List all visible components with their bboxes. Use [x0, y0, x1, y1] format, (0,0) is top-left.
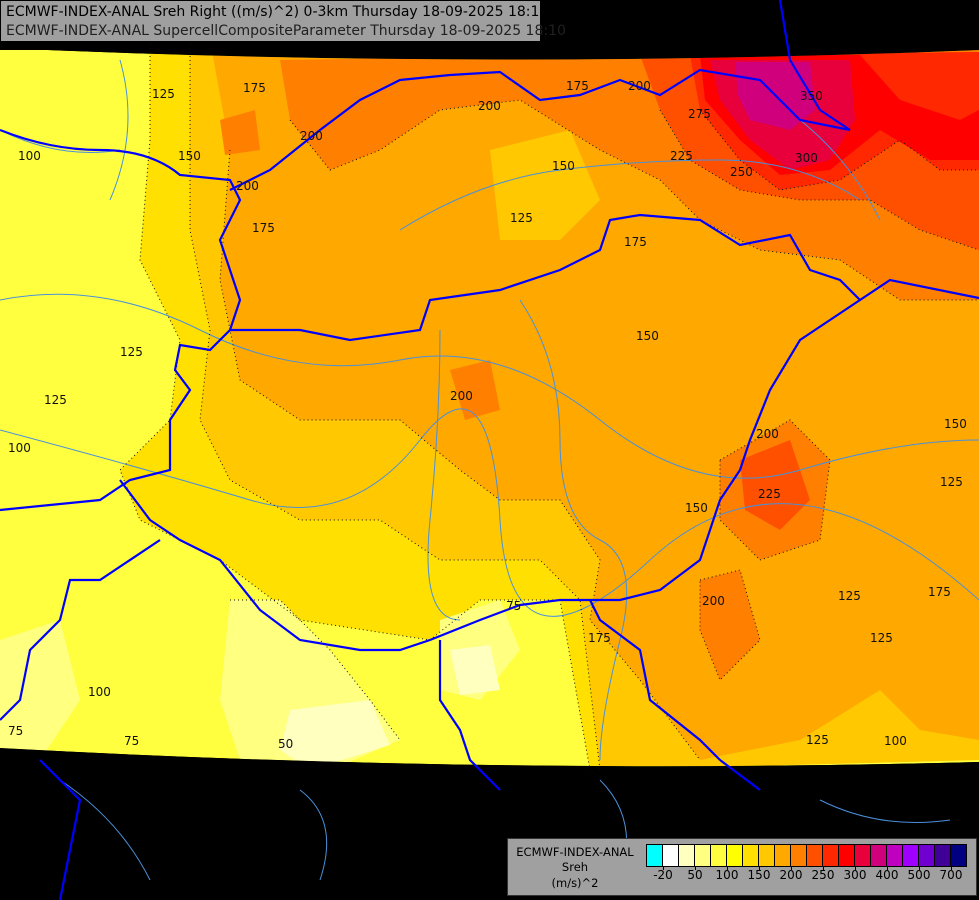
contour-label: 200: [236, 179, 259, 193]
contour-label: 200: [702, 594, 725, 608]
contour-label: 200: [300, 129, 323, 143]
legend-swatch: [727, 845, 743, 866]
legend-tick-mark: [855, 866, 856, 870]
contour-label: 125: [120, 345, 143, 359]
legend-tick-mark: [663, 866, 664, 870]
legend-model: ECMWF-INDEX-ANAL: [516, 845, 634, 859]
contour-label: 125: [870, 631, 893, 645]
contour-label: 225: [670, 149, 693, 163]
contour-label: 250: [730, 165, 753, 179]
contour-fill-225: [640, 52, 979, 530]
legend-swatch: [919, 845, 935, 866]
contour-label: 275: [688, 107, 711, 121]
contour-fill-50: [280, 645, 500, 767]
contour-label: 300: [795, 151, 818, 165]
contour-label: 175: [928, 585, 951, 599]
legend-swatch: [903, 845, 919, 866]
contour-label: 175: [566, 79, 589, 93]
contour-label: 175: [624, 235, 647, 249]
legend-tick-label: 700: [939, 868, 963, 882]
legend-swatch: [695, 845, 711, 866]
legend-swatch: [935, 845, 951, 866]
contour-value-labels: 125 175 200 150 100 200 175 175 200 200 …: [8, 79, 967, 751]
legend-tick-mark: [695, 866, 696, 870]
contour-label: 100: [18, 149, 41, 163]
contour-fill-75: [0, 600, 520, 767]
title-line-1: ECMWF-INDEX-ANAL Sreh Right ((m/s)^2) 0-…: [6, 4, 549, 20]
legend-tick-mark: [887, 866, 888, 870]
legend-tick-label: 300: [843, 868, 867, 882]
contour-label: 200: [450, 389, 473, 403]
legend-swatch: [823, 845, 839, 866]
legend-tick-label: 150: [747, 868, 771, 882]
legend-swatch: [647, 845, 663, 866]
contour-label: 150: [685, 501, 708, 515]
legend-tick-mark: [823, 866, 824, 870]
legend-swatch: [887, 845, 903, 866]
legend-tick-mark: [759, 866, 760, 870]
contour-label: 50: [278, 737, 293, 751]
contour-label: 125: [152, 87, 175, 101]
legend-tick-mark: [791, 866, 792, 870]
contour-label: 75: [8, 724, 23, 738]
legend-swatch: [807, 845, 823, 866]
legend-swatch: [871, 845, 887, 866]
legend-tick-label: 100: [715, 868, 739, 882]
legend-tick-mark: [951, 866, 952, 870]
contour-label: 75: [124, 734, 139, 748]
legend-swatch: [951, 845, 966, 866]
legend-swatch: [839, 845, 855, 866]
contour-label: 200: [628, 79, 651, 93]
contour-lines: [119, 40, 979, 771]
contour-label: 100: [88, 685, 111, 699]
contour-label: 225: [758, 487, 781, 501]
contour-label: 175: [243, 81, 266, 95]
map-title-box: ECMWF-INDEX-ANAL Sreh Right ((m/s)^2) 0-…: [0, 0, 566, 42]
legend-color-scale: [646, 844, 967, 867]
rivers: [0, 59, 979, 881]
legend-swatch: [711, 845, 727, 866]
legend-tick-label: 500: [907, 868, 931, 882]
contour-label: 125: [838, 589, 861, 603]
legend-tick-label: 400: [875, 868, 899, 882]
title-line-2: ECMWF-INDEX-ANAL SupercellCompositeParam…: [6, 23, 566, 39]
color-legend: ECMWF-INDEX-ANAL Sreh (m/s)^2 -20 50 100 15…: [507, 838, 977, 896]
legend-swatch: [759, 845, 775, 866]
contour-label: 75: [506, 599, 521, 613]
contour-label: 125: [940, 475, 963, 489]
legend-swatch: [663, 845, 679, 866]
legend-tick-mark: [919, 866, 920, 870]
legend-tick-label: 200: [779, 868, 803, 882]
contour-label: 125: [510, 211, 533, 225]
legend-swatch: [855, 845, 871, 866]
contour-label: 200: [478, 99, 501, 113]
contour-label: 175: [252, 221, 275, 235]
contour-label: 150: [552, 159, 575, 173]
contour-label: 150: [178, 149, 201, 163]
legend-tick-label: 50: [687, 868, 703, 882]
contour-label: 150: [944, 417, 967, 431]
contour-label: 175: [588, 631, 611, 645]
legend-tick-mark: [727, 866, 728, 870]
legend-variable: Sreh: [561, 860, 589, 874]
legend-swatch: [791, 845, 807, 866]
legend-tick-label: 250: [811, 868, 835, 882]
contour-label: 150: [636, 329, 659, 343]
contour-label: 125: [806, 733, 829, 747]
legend-swatch: [679, 845, 695, 866]
legend-swatch: [743, 845, 759, 866]
legend-tick-label: -20: [653, 868, 673, 882]
contour-label: 100: [884, 734, 907, 748]
contour-label: 200: [756, 427, 779, 441]
contour-label: 125: [44, 393, 67, 407]
legend-unit: (m/s)^2: [551, 876, 599, 890]
contour-label: 100: [8, 441, 31, 455]
legend-swatch: [775, 845, 791, 866]
contour-label: 350: [800, 89, 823, 103]
